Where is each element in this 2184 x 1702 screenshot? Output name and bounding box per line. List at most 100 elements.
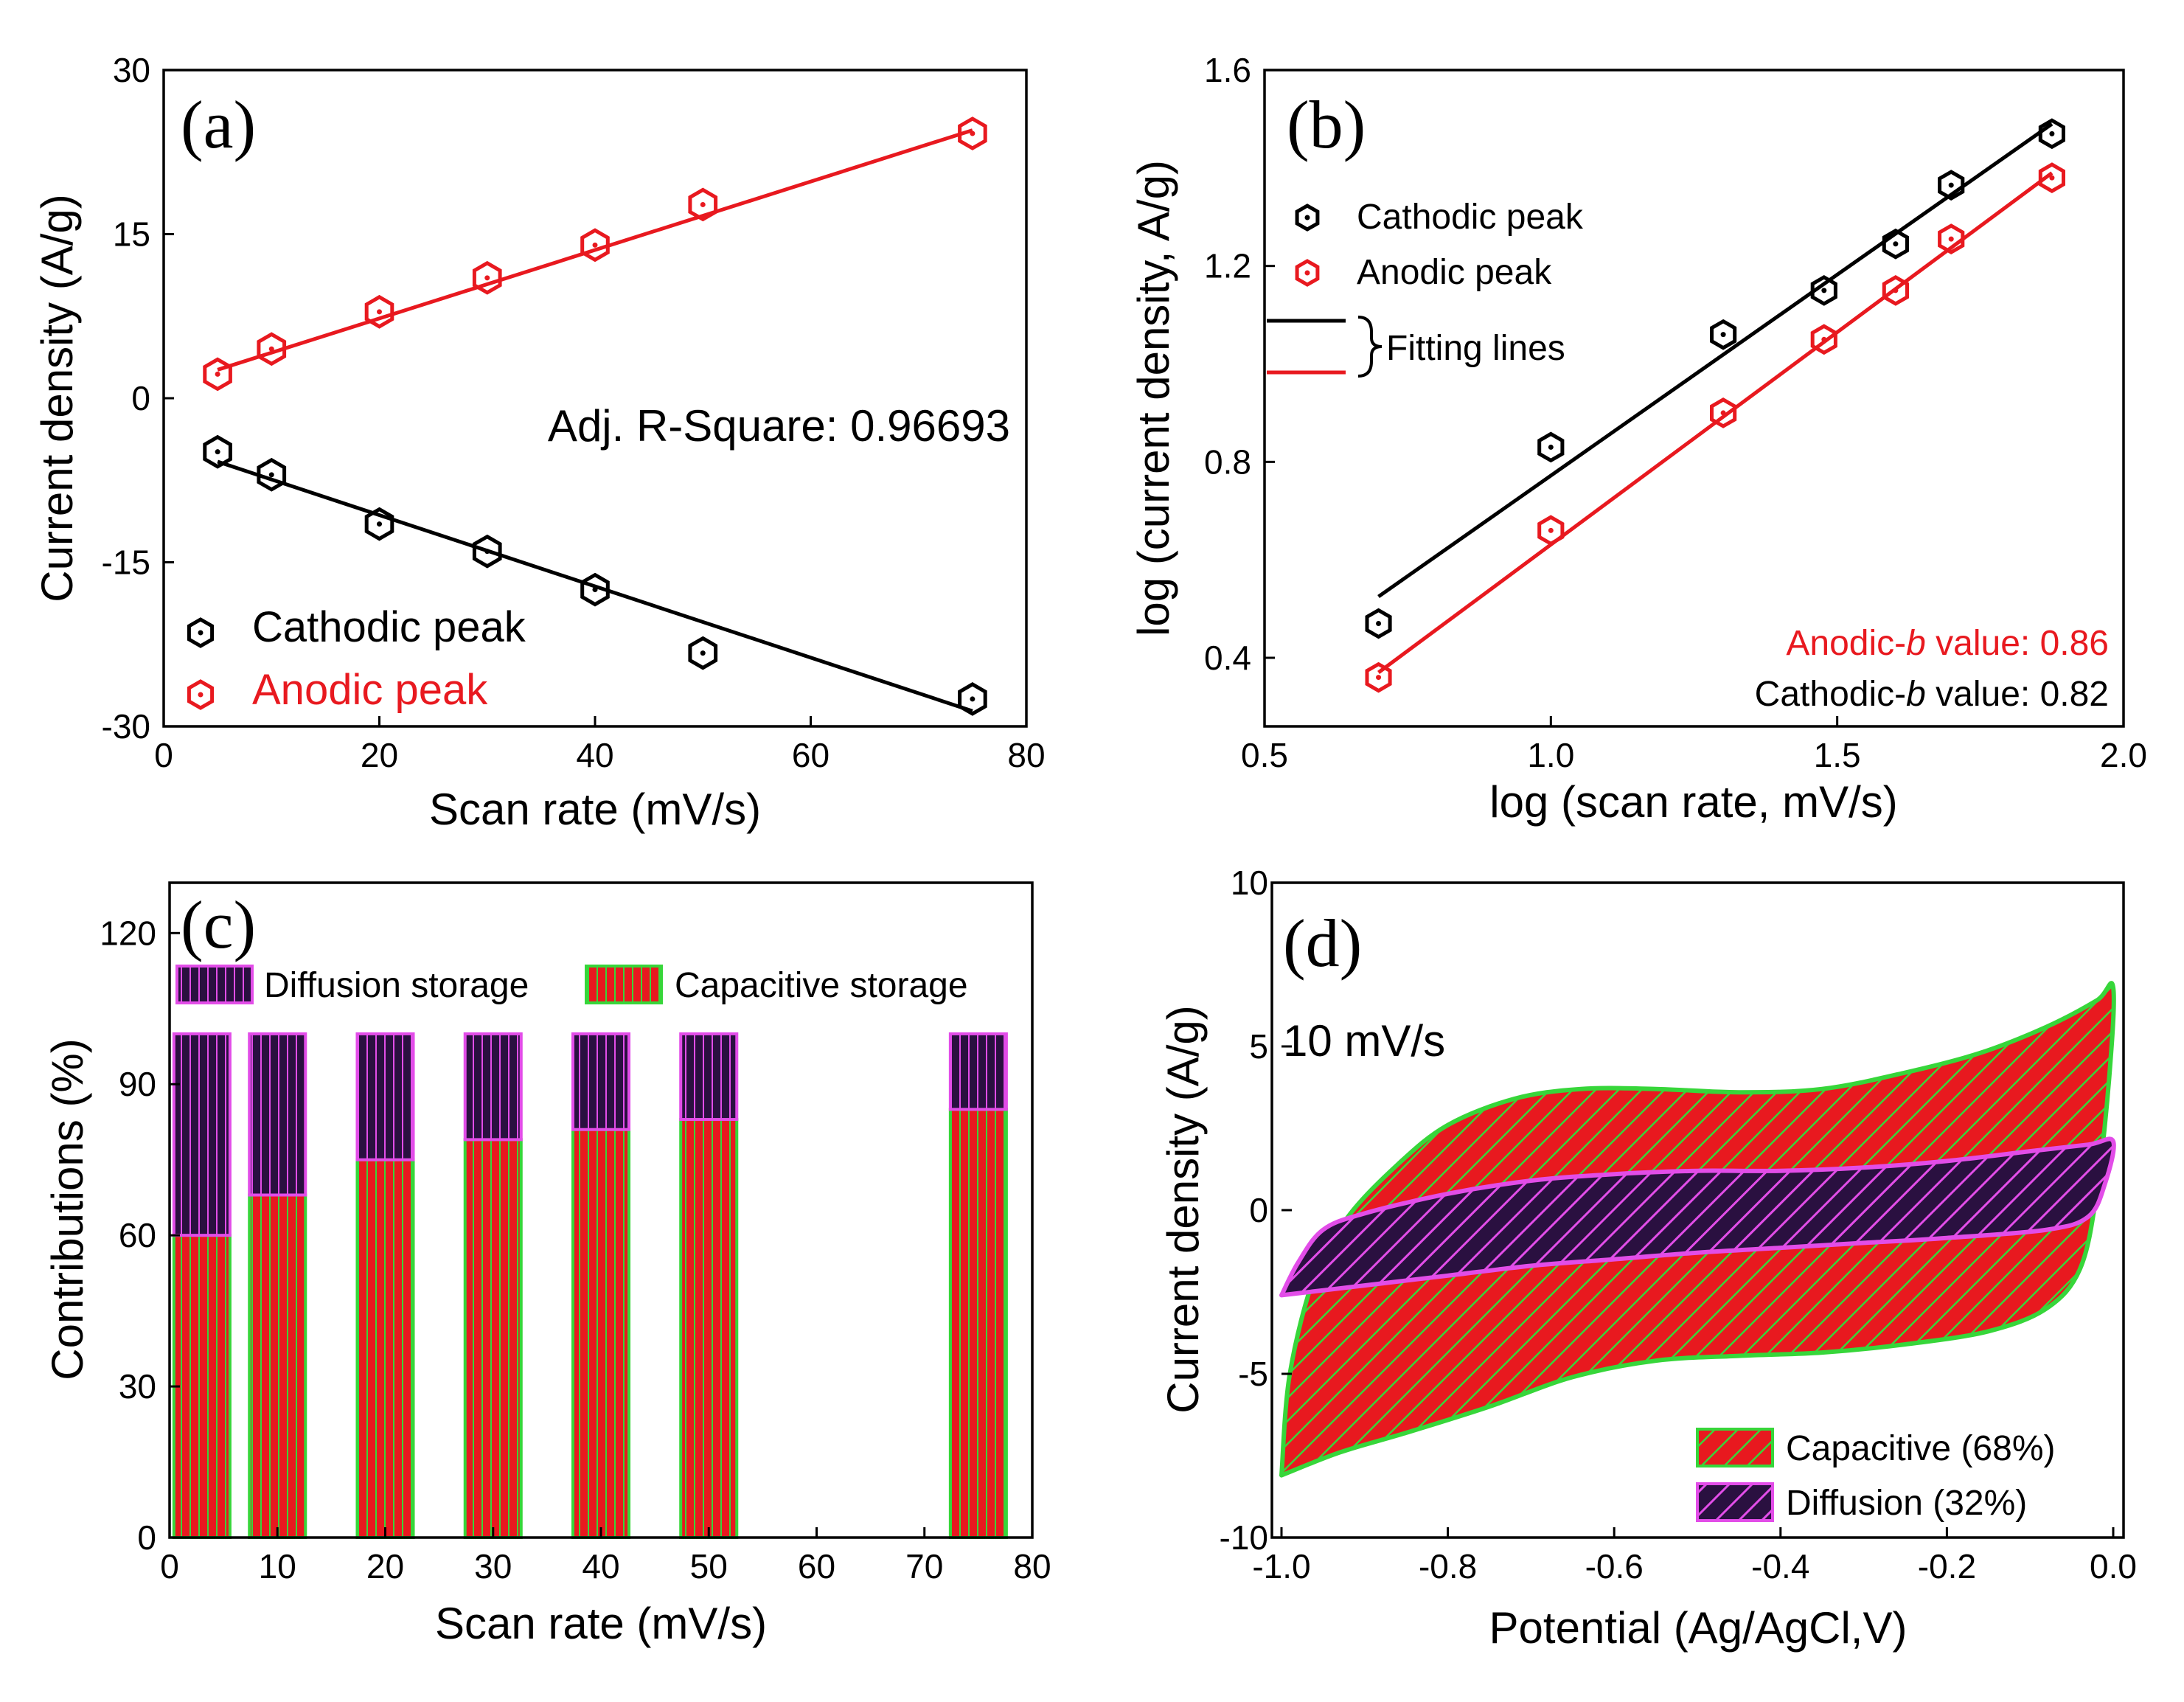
panel-c-legend-diffusion-swatch xyxy=(175,965,254,1004)
panel-b-marks xyxy=(1365,118,2065,693)
panel-b-cathodic-point-dot xyxy=(1893,241,1899,247)
panel-c-xtick-label: 10 xyxy=(259,1547,296,1585)
panel-b-xtick-label: 2.0 xyxy=(2100,736,2147,774)
panel-a-legend-marker-anodic-dot xyxy=(198,692,204,698)
panel-d-xtick-label: -0.8 xyxy=(1419,1547,1477,1585)
panel-b-anodic-point xyxy=(1710,397,1737,428)
panel-b-cathodic-point-hex xyxy=(2038,118,2065,150)
panel-a-ytick-label: 15 xyxy=(113,215,150,254)
panel-b-anodic-point-dot xyxy=(2049,175,2055,181)
panel-b-anodic-point-hex xyxy=(1882,275,1909,306)
panel-c-legend-capacitive: Capacitive storage xyxy=(675,966,968,1005)
panel-c-ytick-label: 60 xyxy=(119,1216,156,1254)
panel-b-cathodic-point xyxy=(1882,228,1909,260)
panel-a-legend-marker-anodic-hex xyxy=(187,679,215,710)
panel-c-capacitive-bar xyxy=(679,1118,739,1539)
panel-a-xtick-label: 20 xyxy=(361,736,398,774)
panel-b-anodic-point-dot xyxy=(1948,236,1954,242)
panel-a-cathodic-point-hex xyxy=(688,636,718,670)
panel-a-marks xyxy=(203,117,987,716)
panel-b-ticks: 0.5 1.0 1.5 2.0 0.4 0.8 1.2 1.6 xyxy=(1204,51,2147,774)
panel-a-cathodic-point-dot xyxy=(377,521,382,527)
panel-c-xtick-label: 60 xyxy=(798,1547,835,1585)
panel-a-legend-cathodic: Cathodic peak xyxy=(252,603,526,651)
panel-b-cathodic-point-dot xyxy=(2049,131,2055,136)
panel-a-ytick-label: -15 xyxy=(102,543,150,582)
panel-a-legend-marker-cathodic xyxy=(187,617,215,648)
panel-a-cathodic-point-dot xyxy=(700,650,706,656)
panel-b-ytick-label: 0.4 xyxy=(1204,639,1251,677)
panel-a-cathodic-point-hex xyxy=(257,457,287,492)
panel-b-ytick-label: 1.2 xyxy=(1204,247,1251,285)
panel-b-label: (b) xyxy=(1287,87,1366,162)
panel-b-anodic-point xyxy=(2038,162,2065,193)
panel-a-anodic-point-hex xyxy=(364,294,394,329)
panel-b-cathodic-point xyxy=(1810,275,1837,306)
panel-d-x-label: Potential (Ag/AgCl,V) xyxy=(1489,1603,1907,1653)
panel-c-xtick-label: 40 xyxy=(582,1547,619,1585)
panel-c-xtick-label: 0 xyxy=(160,1547,179,1585)
panel-d-label: (d) xyxy=(1283,906,1362,981)
panel-a-legend-marker-cathodic-dot xyxy=(198,630,204,636)
panel-b-cathodic-point xyxy=(2038,118,2065,150)
panel-c-legend: Diffusion storage Capacitive storage xyxy=(175,965,968,1005)
panel-c-capacitive-bar xyxy=(948,1108,1008,1539)
panel-c-xtick-label: 30 xyxy=(474,1547,512,1585)
panel-a-cathodic-point-hex xyxy=(203,434,232,469)
panel-d-xtick-label: -0.6 xyxy=(1585,1547,1644,1585)
panel-b: 0.5 1.0 1.5 2.0 0.4 0.8 1.2 1.6 (b) log (scan r… xyxy=(1129,51,2147,827)
panel-a-cathodic-point xyxy=(203,434,232,469)
panel-b-cathodic-point-hex xyxy=(1810,275,1837,306)
panel-a-y-label: Current density (A/g) xyxy=(32,194,82,602)
panel-d-legend-diffusion-swatch xyxy=(1696,1482,1774,1522)
panel-a-anodic-point xyxy=(580,228,610,263)
panel-d-legend-diffusion: Diffusion (32%) xyxy=(1786,1484,2027,1523)
panel-a-anodic-point-dot xyxy=(377,309,382,315)
panel-a-cathodic-point xyxy=(688,636,718,670)
panel-c-diffusion-bar xyxy=(679,1032,739,1122)
panel-b-anodic-point-hex xyxy=(1365,661,1392,693)
panel-a-anodic-point-dot xyxy=(970,131,976,136)
panel-a-anodic-point-hex xyxy=(257,332,287,367)
panel-b-legend-marker-cathodic-dot xyxy=(1304,215,1310,220)
panel-d-xtick-label: -1.0 xyxy=(1252,1547,1310,1585)
panel-c-xtick-label: 50 xyxy=(690,1547,728,1585)
panel-b-cathodic-point xyxy=(1938,170,1965,201)
panel-b-legend-anodic-marker xyxy=(1295,259,1320,287)
panel-a-anodic-point-dot xyxy=(215,371,220,377)
panel-c-capacitive-bar xyxy=(571,1128,631,1539)
panel-c-diffusion-bar xyxy=(463,1032,523,1142)
panel-b-legend-marker-anodic xyxy=(1295,259,1320,287)
panel-a-anodic-point xyxy=(472,260,502,295)
panel-a-anodic-point-hex xyxy=(203,357,232,392)
panel-a-ytick-label: -30 xyxy=(102,707,150,746)
panel-b-cathodic-point-hex xyxy=(1537,431,1565,463)
panel-b-cathodic-point xyxy=(1710,319,1737,350)
panel-d-marks xyxy=(1279,981,2116,1478)
panel-b-y-label: log (current density, A/g) xyxy=(1129,160,1178,636)
panel-b-cathodic-point xyxy=(1537,431,1565,463)
panel-d-ytick-label: 5 xyxy=(1249,1027,1268,1066)
panel-b-legend-marker-cathodic-hex xyxy=(1295,204,1320,232)
panel-d-scan-rate: 10 mV/s xyxy=(1283,1016,1445,1066)
panel-c-capacitive-bar xyxy=(355,1158,415,1539)
panel-b-cathodic-point-hex xyxy=(1710,319,1737,350)
panel-a-r-square: Adj. R-Square: 0.96693 xyxy=(548,401,1010,451)
panel-b-cathodic-point-dot xyxy=(1376,621,1382,627)
panel-b-cathodic-point xyxy=(1365,608,1392,639)
panel-c-diffusion-bar xyxy=(571,1032,631,1131)
panel-a-anodic-point-dot xyxy=(484,275,490,281)
panel-c-y-label: Contributions (%) xyxy=(43,1038,92,1380)
panel-d-legend-capacitive: Capacitive (68%) xyxy=(1786,1429,2055,1468)
panel-a-anodic-point-dot xyxy=(592,242,598,248)
panel-b-legend-fitting-lines: Fitting lines xyxy=(1386,329,1565,368)
panel-c-xtick-label: 20 xyxy=(366,1547,404,1585)
panel-a-legend-anodic-marker xyxy=(187,679,215,710)
panel-a-anodic-point xyxy=(257,332,287,367)
panel-b-legend-marker-cathodic xyxy=(1295,204,1320,232)
panel-b-xtick-label: 1.0 xyxy=(1527,736,1574,774)
panel-c-x-label: Scan rate (mV/s) xyxy=(435,1599,767,1648)
panel-b-cathodic-point-dot xyxy=(1948,182,1954,188)
panel-b-legend: Cathodic peak Anodic peak Fitting lines xyxy=(1267,198,1584,378)
panel-a-anodic-point-hex xyxy=(688,187,718,222)
